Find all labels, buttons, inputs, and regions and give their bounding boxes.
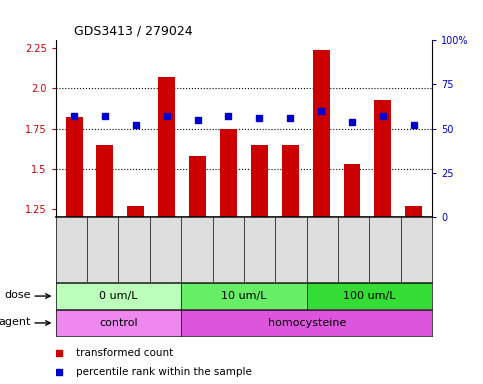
Bar bbox=[220, 129, 237, 217]
Text: 100 um/L: 100 um/L bbox=[343, 291, 396, 301]
Text: control: control bbox=[99, 318, 138, 328]
Text: percentile rank within the sample: percentile rank within the sample bbox=[76, 367, 252, 377]
Text: agent: agent bbox=[0, 317, 30, 327]
Bar bbox=[189, 156, 206, 217]
Text: homocysteine: homocysteine bbox=[268, 318, 346, 328]
Bar bbox=[343, 164, 360, 217]
Bar bbox=[66, 118, 83, 217]
Text: GDS3413 / 279024: GDS3413 / 279024 bbox=[74, 25, 193, 38]
Bar bbox=[374, 100, 391, 217]
Bar bbox=[251, 145, 268, 217]
Bar bbox=[97, 145, 114, 217]
Bar bbox=[128, 206, 144, 217]
Bar bbox=[405, 206, 422, 217]
Bar bbox=[313, 50, 329, 217]
Text: transformed count: transformed count bbox=[76, 348, 173, 358]
Bar bbox=[282, 145, 298, 217]
Text: dose: dose bbox=[4, 290, 30, 300]
Text: 10 um/L: 10 um/L bbox=[221, 291, 267, 301]
Text: 0 um/L: 0 um/L bbox=[99, 291, 138, 301]
Bar bbox=[158, 77, 175, 217]
